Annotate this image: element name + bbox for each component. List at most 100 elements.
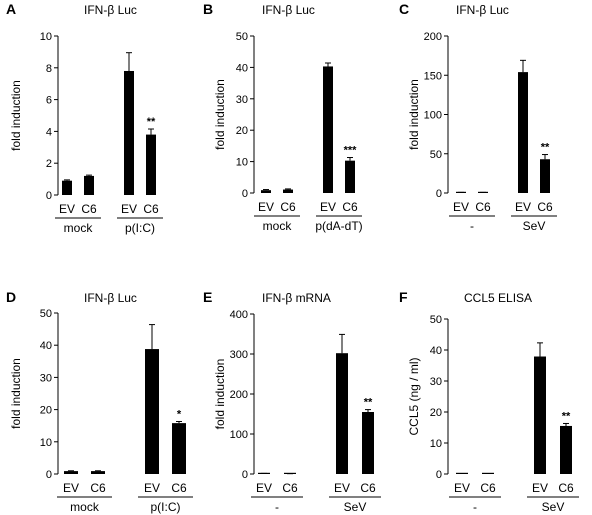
y-tick-label: 50: [430, 314, 442, 326]
y-tick-label: 200: [230, 389, 248, 401]
y-tick-label: 0: [46, 469, 52, 481]
y-tick-label: 30: [236, 94, 248, 106]
y-tick-label: 400: [230, 309, 248, 321]
panel-f: F CCL5 ELISA CCL5 (ng / ml) 0 10 20 30 40 50 EV C6…: [399, 289, 579, 514]
bar: [482, 472, 494, 474]
panel-letter: A: [6, 1, 16, 17]
category-label: EV: [121, 202, 137, 216]
y-tick-label: 10: [40, 437, 52, 449]
y-tick-label: 6: [46, 95, 52, 107]
category-label: C6: [282, 481, 298, 495]
category-label: EV: [334, 481, 350, 495]
y-tick-label: 30: [40, 372, 52, 384]
y-tick-label: 50: [430, 149, 442, 161]
category-label: EV: [59, 202, 75, 216]
y-tick-label: 40: [40, 340, 52, 352]
panel-a: A IFN-β Luc fold induction 0 2 4 6 8 10 EV C6 EV ** C…: [6, 1, 163, 235]
significance-label: ***: [344, 145, 358, 157]
bar: [64, 471, 78, 474]
y-tick-label: 20: [430, 407, 442, 419]
category-label: C6: [280, 200, 296, 214]
category-label: EV: [63, 481, 79, 495]
significance-label: *: [177, 409, 182, 421]
group-label: -: [473, 500, 477, 514]
y-tick-label: 20: [40, 405, 52, 417]
panel-title: IFN-β Luc: [84, 3, 137, 17]
category-label: C6: [475, 200, 491, 214]
y-tick-label: 150: [424, 70, 442, 82]
y-tick-label: 40: [236, 62, 248, 74]
y-axis-label: fold induction: [213, 79, 227, 150]
y-tick-label: 50: [236, 31, 248, 43]
bar: [534, 356, 546, 474]
y-tick-label: 300: [230, 349, 248, 361]
panel-title: IFN-β mRNA: [262, 291, 331, 305]
bar: [540, 159, 550, 193]
panel-e: E IFN-β mRNA fold induction 0 100 200 300 400 EV…: [203, 289, 381, 514]
category-label: C6: [480, 481, 496, 495]
y-axis-label: CCL5 (ng / ml): [407, 357, 421, 435]
y-tick-label: 10: [236, 157, 248, 169]
bar: [172, 423, 186, 474]
group-label: mock: [70, 500, 100, 514]
group-label: SeV: [523, 219, 546, 233]
group-label: mock: [263, 219, 293, 233]
category-label: EV: [144, 481, 160, 495]
y-tick-label: 0: [436, 188, 442, 200]
bar: [84, 175, 94, 195]
significance-label: **: [364, 397, 373, 409]
category-label: C6: [143, 202, 159, 216]
panel-title: IFN-β Luc: [456, 3, 509, 17]
y-tick-label: 8: [46, 63, 52, 75]
panel-letter: C: [399, 1, 409, 17]
y-tick-label: 10: [430, 438, 442, 450]
bar: [560, 425, 572, 474]
bar: [62, 180, 72, 195]
panel-b: B IFN-β Luc fold induction 0 10 20 30 40 50 EV C6 E…: [203, 1, 363, 233]
y-tick-label: 2: [46, 158, 52, 170]
group-label: p(I:C): [151, 500, 181, 514]
category-label: EV: [256, 481, 272, 495]
bar: [91, 471, 105, 474]
category-label: C6: [558, 481, 574, 495]
category-label: EV: [515, 200, 531, 214]
significance-label: **: [541, 142, 550, 154]
y-tick-label: 100: [424, 110, 442, 122]
y-tick-label: 0: [46, 190, 52, 202]
bar: [124, 70, 134, 195]
y-tick-label: 4: [46, 126, 52, 138]
significance-label: **: [147, 116, 156, 128]
y-tick-label: 0: [436, 469, 442, 481]
y-tick-label: 40: [430, 345, 442, 357]
y-tick-label: 200: [424, 31, 442, 43]
group-label: p(I:C): [125, 221, 155, 235]
bar: [336, 353, 348, 474]
category-label: EV: [454, 481, 470, 495]
y-tick-label: 10: [40, 31, 52, 43]
y-tick-label: 50: [40, 308, 52, 320]
panel-title: IFN-β Luc: [84, 291, 137, 305]
y-tick-label: 0: [242, 188, 248, 200]
bar: [146, 134, 156, 195]
group-label: p(dA-dT): [315, 219, 362, 233]
category-label: C6: [81, 202, 97, 216]
panel-title: IFN-β Luc: [262, 3, 315, 17]
y-axis-label: fold induction: [9, 80, 23, 151]
category-label: EV: [320, 200, 336, 214]
group-label: SeV: [344, 500, 367, 514]
panel-title: CCL5 ELISA: [464, 291, 532, 305]
y-tick-label: 100: [230, 429, 248, 441]
y-tick-label: 0: [242, 469, 248, 481]
category-label: C6: [90, 481, 106, 495]
panel-d: D IFN-β Luc fold induction 0 10 20 30 40 50 EV C6 E…: [6, 289, 193, 514]
y-tick-label: 30: [430, 376, 442, 388]
bar: [283, 189, 293, 193]
panel-letter: F: [399, 289, 408, 305]
panel-c: C IFN-β Luc fold induction 0 50 100 150 200 EV C6…: [399, 1, 557, 233]
bar: [362, 412, 374, 474]
bar: [456, 472, 468, 474]
y-axis-label: fold induction: [9, 358, 23, 429]
category-label: EV: [532, 481, 548, 495]
panel-letter: E: [203, 289, 212, 305]
